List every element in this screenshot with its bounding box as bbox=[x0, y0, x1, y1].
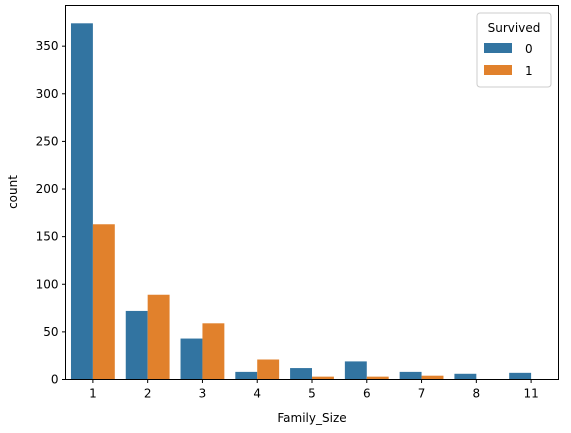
y-axis-label: count bbox=[6, 175, 20, 209]
bar-series-1-4 bbox=[257, 359, 280, 380]
y-tick-label-50: 50 bbox=[43, 325, 58, 339]
x-tick-label-8: 8 bbox=[473, 387, 481, 401]
x-tick-label-5: 5 bbox=[308, 387, 316, 401]
x-tick-label-4: 4 bbox=[253, 387, 261, 401]
x-tick-label-6: 6 bbox=[363, 387, 371, 401]
bars bbox=[70, 23, 532, 380]
bar-series-0-6 bbox=[344, 361, 367, 380]
x-tick-label-11: 11 bbox=[523, 387, 538, 401]
legend-title: Survived bbox=[488, 21, 541, 35]
x-axis-label: Family_Size bbox=[277, 411, 346, 425]
x-tick-label-1: 1 bbox=[89, 387, 97, 401]
x-tick-label-3: 3 bbox=[199, 387, 207, 401]
bar-series-1-7 bbox=[421, 375, 444, 380]
y-tick-label-0: 0 bbox=[51, 373, 59, 387]
y-tick-label-300: 300 bbox=[36, 87, 59, 101]
bar-series-0-5 bbox=[290, 368, 312, 380]
bar-series-1-3 bbox=[202, 323, 225, 380]
y-tick-label-350: 350 bbox=[36, 39, 59, 53]
bar-series-0-7 bbox=[399, 371, 422, 380]
y-tick-label-100: 100 bbox=[36, 277, 59, 291]
bar-series-0-4 bbox=[235, 371, 258, 380]
legend-swatch-0 bbox=[484, 43, 512, 53]
bar-series-0-11 bbox=[509, 372, 532, 380]
bar-series-0-2 bbox=[125, 310, 148, 380]
x-tick-label-2: 2 bbox=[144, 387, 152, 401]
y-axis: 0 50 100 150 200 250 300 350 bbox=[36, 39, 66, 387]
bar-series-0-1 bbox=[70, 23, 93, 380]
x-axis: 1 2 3 4 5 6 7 8 11 bbox=[89, 379, 539, 401]
legend-label-1: 1 bbox=[525, 64, 533, 78]
x-tick-label-7: 7 bbox=[418, 387, 426, 401]
plot-frame bbox=[65, 5, 559, 380]
bar-series-1-6 bbox=[366, 376, 389, 380]
y-tick-label-250: 250 bbox=[36, 134, 59, 148]
legend-swatch-1 bbox=[484, 65, 512, 75]
bar-series-0-8 bbox=[454, 373, 477, 380]
legend-label-0: 0 bbox=[525, 42, 533, 56]
y-tick-label-200: 200 bbox=[36, 182, 59, 196]
legend: Survived 0 1 bbox=[476, 12, 552, 88]
y-tick-label-150: 150 bbox=[36, 230, 59, 244]
bar-series-1-1 bbox=[92, 224, 115, 380]
bar-series-1-2 bbox=[147, 294, 170, 380]
bar-series-0-3 bbox=[180, 338, 203, 380]
bar-series-1-5 bbox=[312, 376, 334, 380]
